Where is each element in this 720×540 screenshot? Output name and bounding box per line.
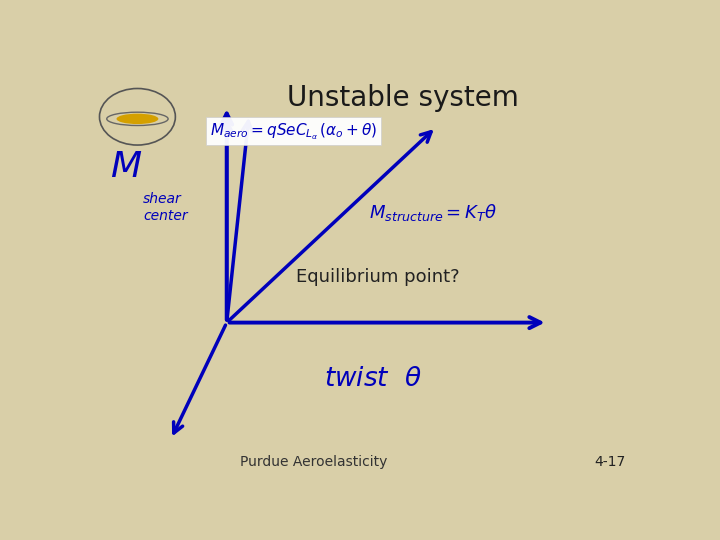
Text: 4-17: 4-17 (595, 455, 626, 469)
Text: $M_{structure} = K_T\theta$: $M_{structure} = K_T\theta$ (369, 202, 498, 223)
Text: Equilibrium point?: Equilibrium point? (297, 268, 460, 286)
Text: Unstable system: Unstable system (287, 84, 518, 112)
Text: $M_{aero} = qSeC_{L_\alpha}\,(\alpha_o+\theta)$: $M_{aero} = qSeC_{L_\alpha}\,(\alpha_o+\… (210, 121, 377, 141)
Text: Purdue Aeroelasticity: Purdue Aeroelasticity (240, 455, 387, 469)
Text: $twist\ \ \theta$: $twist\ \ \theta$ (324, 366, 423, 392)
Text: $M$: $M$ (109, 150, 142, 184)
Ellipse shape (117, 113, 158, 124)
Text: shear
center: shear center (143, 192, 188, 223)
